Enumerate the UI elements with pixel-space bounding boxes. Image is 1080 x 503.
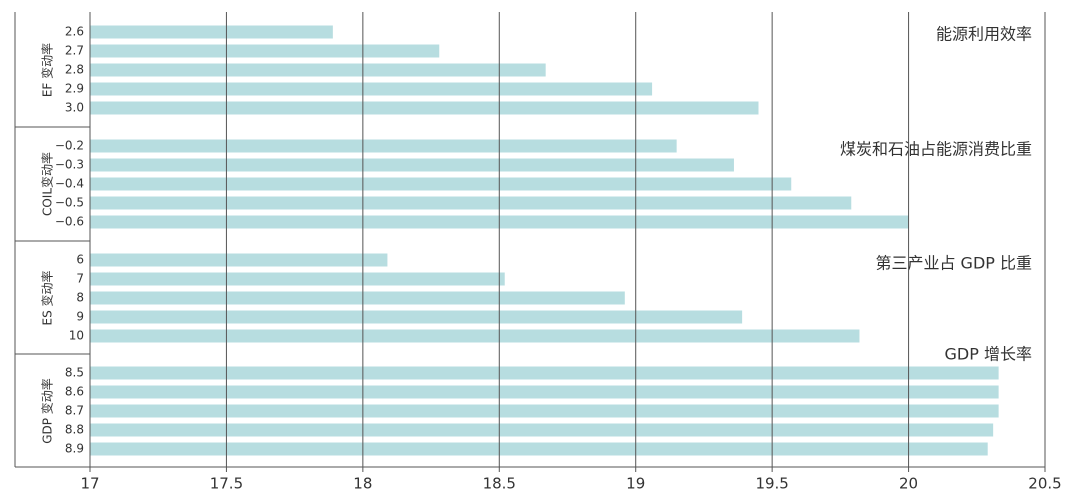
group-title: 第三产业占 GDP 比重 (875, 254, 1032, 273)
group-title: GDP 增长率 (945, 345, 1032, 364)
y-tick-label: 6 (76, 253, 84, 267)
y-tick-label: 2.7 (65, 44, 84, 58)
bar (90, 101, 759, 115)
group-label: EF 变动率 (40, 43, 55, 97)
bar (90, 177, 792, 191)
bar (90, 366, 999, 380)
y-tick-label: −0.6 (55, 215, 84, 229)
x-tick-label: 17 (80, 475, 99, 493)
y-tick-label: 7 (76, 272, 84, 286)
x-tick-label: 18 (353, 475, 372, 493)
bar (90, 310, 743, 324)
bar (90, 196, 852, 210)
bar (90, 25, 333, 39)
x-tick-label: 18.5 (483, 475, 516, 493)
bar (90, 158, 734, 172)
y-tick-label: 8 (76, 291, 84, 305)
bar (90, 272, 505, 286)
y-tick-label: 2.9 (65, 82, 84, 96)
x-tick-label: 19 (626, 475, 645, 493)
y-tick-label: 10 (69, 329, 84, 343)
y-tick-label: −0.3 (55, 158, 84, 172)
bar (90, 63, 546, 77)
y-tick-label: 8.9 (65, 442, 84, 456)
bar (90, 385, 999, 399)
group-title: 能源利用效率 (936, 25, 1032, 44)
y-tick-label: 8.7 (65, 404, 84, 418)
y-tick-label: 8.8 (65, 423, 84, 437)
bar (90, 423, 994, 437)
y-tick-label: 9 (76, 310, 84, 324)
group-label: ES 变动率 (40, 270, 55, 325)
group-label: COIL变动率 (40, 152, 55, 216)
group-title: 煤炭和石油占能源消费比重 (840, 140, 1032, 159)
bar (90, 139, 677, 153)
x-tick-label: 19.5 (755, 475, 788, 493)
y-tick-label: 2.6 (65, 25, 84, 39)
y-tick-label: −0.5 (55, 196, 84, 210)
y-tick-label: 2.8 (65, 63, 84, 77)
bar (90, 291, 625, 305)
y-tick-label: 8.5 (65, 366, 84, 380)
x-tick-label: 20 (899, 475, 918, 493)
bar (90, 82, 653, 96)
group-label: GDP 变动率 (40, 378, 55, 444)
y-tick-label: 3.0 (65, 101, 84, 115)
bar (90, 404, 999, 418)
bar (90, 253, 388, 267)
bar (90, 442, 988, 456)
x-tick-label: 17.5 (210, 475, 243, 493)
bar (90, 329, 860, 343)
y-tick-label: −0.2 (55, 139, 84, 153)
y-tick-label: −0.4 (55, 177, 84, 191)
y-tick-label: 8.6 (65, 385, 84, 399)
x-tick-label: 20.5 (1028, 475, 1061, 493)
bar (90, 44, 440, 58)
